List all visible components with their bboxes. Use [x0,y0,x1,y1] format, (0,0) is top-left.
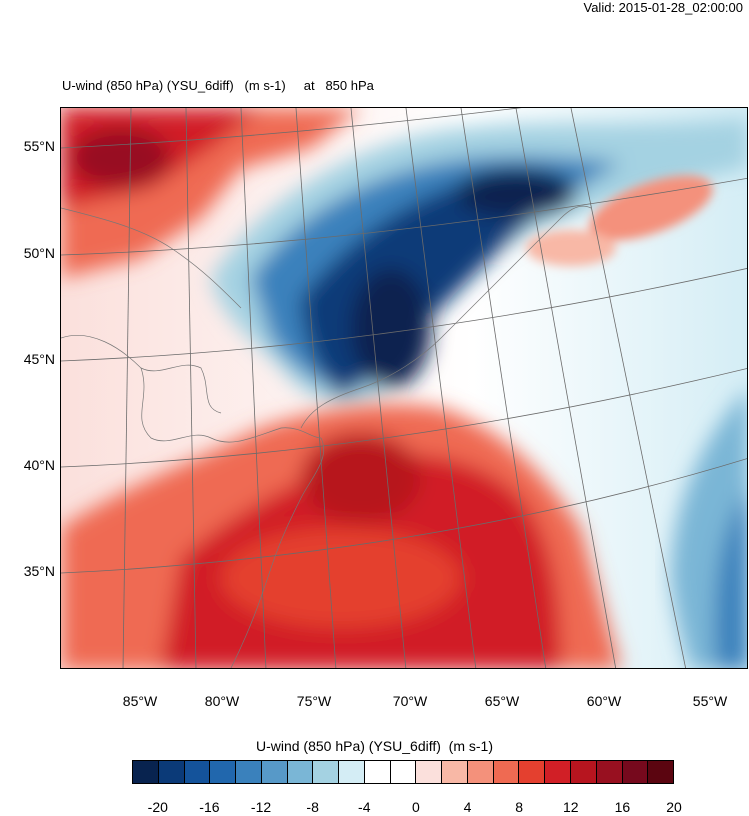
wind-field-map [61,108,747,668]
colorbar-swatch [133,761,159,783]
colorbar-swatch [622,761,649,783]
lon-label-80w: 80°W [204,693,240,709]
colorbar-swatch [210,761,237,783]
lat-label-40n: 40°N [23,457,55,473]
colorbar-swatch [493,761,520,783]
colorbar-swatch [390,761,417,783]
valid-time-label: Valid: 2015-01-28_02:00:00 [583,0,744,15]
colorbar-swatch [545,761,572,783]
colorbar-tick-label: -4 [358,799,371,815]
colorbar-tick-label: -16 [199,799,220,815]
lat-label-50n: 50°N [23,245,55,261]
positive-wind-region-east [526,175,713,266]
colorbar-swatch [184,761,211,783]
colorbar-tick-label: -12 [250,799,272,815]
colorbar-swatch [596,761,623,783]
colorbar-tick-label: 4 [463,799,472,815]
colorbar-swatch [158,761,185,783]
map-panel [60,107,748,669]
colorbar-tick-label: -8 [306,799,319,815]
lat-label-55n: 55°N [23,138,55,154]
colorbar-swatch [261,761,288,783]
lat-label-35n: 35°N [23,563,55,579]
lon-label-85w: 85°W [122,693,158,709]
colorbar-swatch [339,761,365,783]
colorbar-swatch [364,761,391,783]
positive-wind-region-northwest [61,108,361,278]
colorbar-title: U-wind (850 hPa) (YSU_6diff) (m s-1) [255,738,494,754]
colorbar-tick-label: 12 [562,799,579,815]
colorbar-swatch [648,761,674,783]
colorbar-tick-label: 20 [666,799,682,815]
lon-label-55w: 55°W [692,693,728,709]
lat-label-45n: 45°N [23,351,55,367]
positive-wind-region-south [61,404,621,668]
plot-title: U-wind (850 hPa) (YSU_6diff) (m s-1) at … [62,78,374,93]
colorbar-tick-label: 0 [411,799,420,815]
colorbar-swatch [287,761,314,783]
colorbar-swatch [519,761,546,783]
colorbar [132,760,674,784]
lon-label-65w: 65°W [484,693,520,709]
colorbar-swatch [467,761,494,783]
colorbar-swatch [571,761,597,783]
graticule [61,108,747,668]
colorbar-swatch [442,761,468,783]
lon-label-75w: 75°W [296,693,332,709]
lon-label-60w: 60°W [586,693,622,709]
lon-label-70w: 70°W [392,693,428,709]
colorbar-swatch [313,761,340,783]
negative-wind-band [211,118,747,406]
coastlines [61,205,592,668]
colorbar-tick-label: 8 [515,799,524,815]
negative-wind-region-southeast [671,390,747,668]
colorbar-swatch [416,761,443,783]
colorbar-swatch [236,761,262,783]
colorbar-tick-label: -20 [147,799,168,815]
colorbar-tick-label: 16 [614,799,631,815]
